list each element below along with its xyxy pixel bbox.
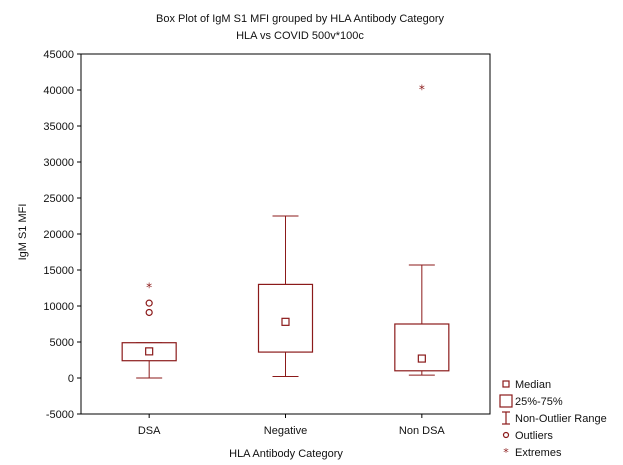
legend: Median 25%-75% Non-Outlier Range Outliers * E…: [499, 379, 607, 459]
box-group-negative: [257, 215, 314, 378]
extreme-point: *: [419, 82, 425, 96]
legend-item-label: Extremes: [515, 447, 562, 459]
chart-subtitle: HLA vs COVID 500v*100c: [236, 30, 364, 42]
y-tick-label: 15000: [43, 265, 74, 277]
y-tick-label: 5000: [50, 337, 74, 349]
legend-extreme-symbol: *: [503, 446, 509, 459]
legend-item: Median: [502, 379, 551, 391]
y-axis-label: IgM S1 MFI: [17, 204, 29, 261]
median-marker: [145, 347, 154, 356]
median-marker: [417, 354, 426, 363]
legend-item: Non-Outlier Range: [502, 411, 607, 425]
legend-item: * Extremes: [503, 446, 562, 459]
y-tick-label: 0: [68, 373, 74, 385]
extreme-point: *: [146, 280, 152, 294]
legend-item: Outliers: [502, 430, 553, 442]
outlier-point: [145, 308, 153, 317]
legend-outlier-symbol: [502, 431, 510, 439]
plot-area: -5000 0 5000 10000 15000 20000 25000 30000 35000…: [43, 49, 491, 437]
y-tick-label: 10000: [43, 301, 74, 313]
legend-item-label: Outliers: [515, 430, 553, 442]
box-group-dsa: *: [121, 280, 177, 379]
y-tick-label: 35000: [43, 121, 74, 133]
legend-median-symbol: [502, 380, 510, 388]
legend-item-label: Non-Outlier Range: [515, 413, 607, 425]
y-tick-label: -5000: [46, 409, 74, 421]
x-tick-label: Negative: [264, 425, 307, 437]
x-tick-label: DSA: [138, 425, 161, 437]
legend-item: 25%-75%: [499, 394, 563, 408]
y-tick-label: 40000: [43, 85, 74, 97]
y-tick-label: 25000: [43, 193, 74, 205]
y-tick-label: 45000: [43, 49, 74, 61]
outlier-point: [145, 299, 153, 307]
x-axis-label: HLA Antibody Category: [229, 448, 343, 460]
x-tick-label: Non DSA: [399, 425, 446, 437]
y-tick-label: 30000: [43, 157, 74, 169]
iqr-box: [394, 323, 450, 372]
legend-item-label: Median: [515, 379, 551, 391]
legend-box-symbol: [499, 394, 513, 408]
legend-item-label: 25%-75%: [515, 396, 563, 408]
y-tick-label: 20000: [43, 229, 74, 241]
chart-title: Box Plot of IgM S1 MFI grouped by HLA An…: [156, 13, 444, 25]
box-group-non-dsa: *: [394, 82, 450, 376]
median-marker: [281, 317, 290, 326]
